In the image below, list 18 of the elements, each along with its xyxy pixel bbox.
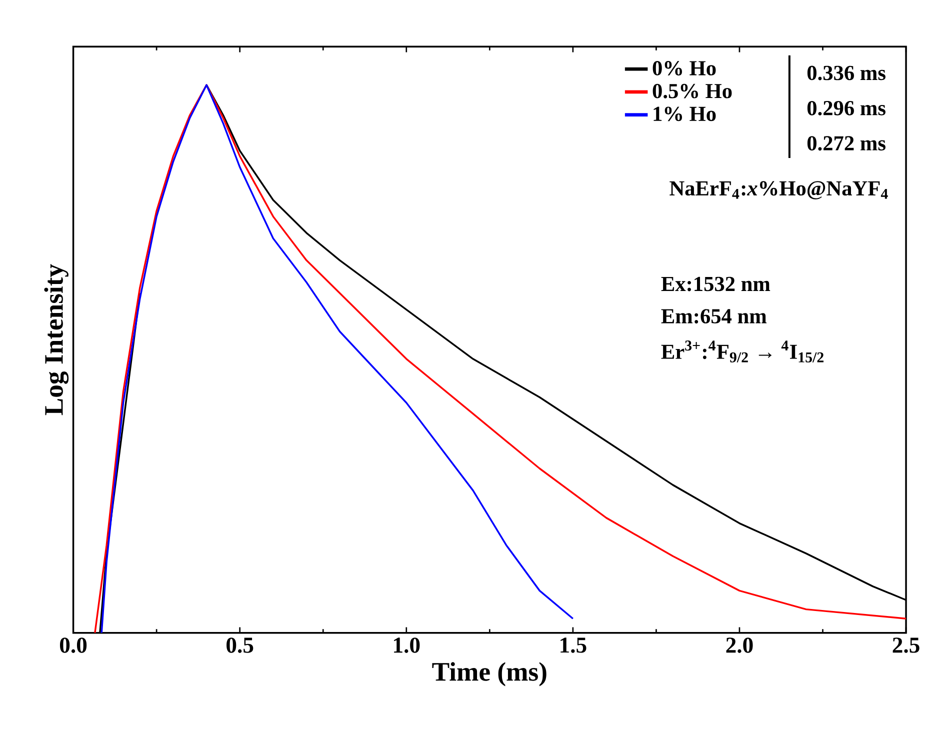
legend-label: 0.5% Ho <box>652 84 732 98</box>
text: 0.336 ms <box>807 66 886 80</box>
y-axis-title: Log Intensity <box>44 264 69 416</box>
annotation: Ex:1532 nm <box>661 276 770 292</box>
annotation: 0.272 ms <box>807 136 886 151</box>
x-tick-label: 1.5 <box>560 638 586 653</box>
x-tick-label: 2.5 <box>892 638 920 653</box>
annotation: 0.296 ms <box>807 101 886 116</box>
annotation: Em:654 nm <box>661 309 767 324</box>
legend-label: 0% Ho <box>652 61 716 76</box>
x-tick-label: 0.5 <box>226 638 254 654</box>
text: Er$^{3+}$:$^{4}$F$_{9/2}$ → $^{4}$I$_{15/2}$ <box>661 340 824 362</box>
x-tick-label: 2.0 <box>726 638 753 654</box>
legend-label: 1% Ho <box>654 106 716 122</box>
x-tick-label: 1.0 <box>394 638 420 654</box>
annotation: NaErF$_{4}$:x%Ho@NaYF$_{4}$ <box>670 181 888 200</box>
x-axis-title: Time (ms) <box>432 662 546 686</box>
x-tick-label: 0.0 <box>60 638 87 654</box>
